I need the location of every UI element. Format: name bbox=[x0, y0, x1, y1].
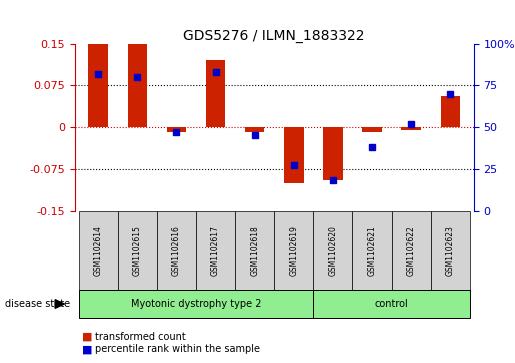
Text: percentile rank within the sample: percentile rank within the sample bbox=[95, 344, 260, 354]
Bar bbox=[206, 60, 226, 127]
Text: control: control bbox=[375, 299, 408, 309]
Text: transformed count: transformed count bbox=[95, 332, 186, 342]
Bar bbox=[79, 290, 313, 318]
Bar bbox=[323, 127, 342, 180]
Title: GDS5276 / ILMN_1883322: GDS5276 / ILMN_1883322 bbox=[183, 29, 365, 42]
Text: GSM1102619: GSM1102619 bbox=[289, 225, 298, 276]
Text: GSM1102620: GSM1102620 bbox=[329, 225, 337, 276]
Bar bbox=[196, 211, 235, 290]
Bar bbox=[391, 211, 431, 290]
Text: GSM1102617: GSM1102617 bbox=[211, 225, 220, 276]
Text: GSM1102622: GSM1102622 bbox=[407, 225, 416, 276]
Polygon shape bbox=[55, 300, 64, 309]
Text: GSM1102615: GSM1102615 bbox=[133, 225, 142, 276]
Bar bbox=[274, 211, 313, 290]
Bar bbox=[89, 44, 108, 127]
Text: ■: ■ bbox=[82, 332, 93, 342]
Bar bbox=[128, 44, 147, 127]
Bar bbox=[167, 127, 186, 131]
Bar bbox=[401, 127, 421, 130]
Text: disease state: disease state bbox=[5, 299, 70, 309]
Bar bbox=[440, 97, 460, 127]
Text: Myotonic dystrophy type 2: Myotonic dystrophy type 2 bbox=[131, 299, 261, 309]
Bar bbox=[284, 127, 303, 183]
Bar bbox=[313, 290, 470, 318]
Bar bbox=[313, 211, 352, 290]
Bar bbox=[157, 211, 196, 290]
Bar bbox=[352, 211, 391, 290]
Text: GSM1102621: GSM1102621 bbox=[368, 225, 376, 276]
Bar bbox=[118, 211, 157, 290]
Text: GSM1102618: GSM1102618 bbox=[250, 225, 259, 276]
Text: GSM1102614: GSM1102614 bbox=[94, 225, 102, 276]
Text: GSM1102623: GSM1102623 bbox=[446, 225, 455, 276]
Bar bbox=[431, 211, 470, 290]
Text: ■: ■ bbox=[82, 344, 93, 354]
Bar bbox=[362, 127, 382, 131]
Bar bbox=[79, 211, 118, 290]
Bar bbox=[245, 127, 265, 131]
Text: GSM1102616: GSM1102616 bbox=[172, 225, 181, 276]
Bar bbox=[235, 211, 274, 290]
